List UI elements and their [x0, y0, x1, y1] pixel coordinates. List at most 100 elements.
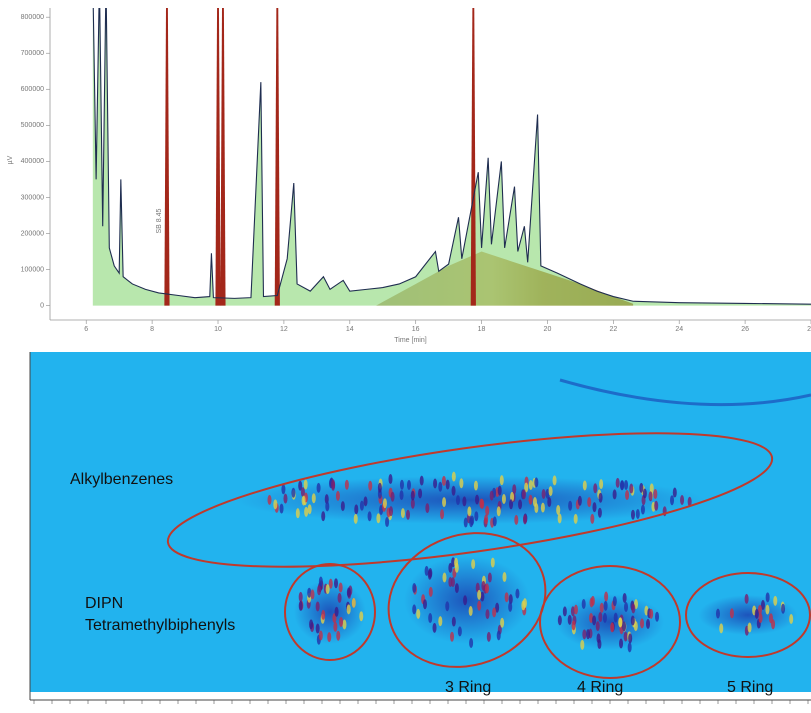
spot — [338, 582, 343, 593]
spot — [333, 621, 338, 632]
spot — [363, 496, 368, 507]
spot — [448, 577, 453, 588]
spot — [309, 619, 314, 630]
spot — [612, 489, 617, 500]
spot — [388, 474, 393, 485]
spot — [499, 475, 504, 486]
spot — [508, 601, 513, 612]
group-label: Tetramethylbiphenyls — [85, 617, 235, 634]
spot — [630, 615, 635, 626]
spot — [283, 493, 288, 504]
spot — [469, 638, 474, 649]
spot — [346, 604, 351, 615]
spot — [581, 599, 586, 610]
spot — [771, 619, 776, 630]
spot — [557, 513, 562, 524]
spot — [599, 479, 604, 490]
group-label: 3 Ring — [445, 679, 491, 696]
spot — [463, 595, 468, 606]
spot — [307, 504, 312, 515]
spot — [325, 501, 330, 512]
highlight-peak — [274, 8, 280, 306]
spot — [599, 602, 604, 613]
spot — [469, 517, 474, 528]
x-tick-label: 12 — [280, 326, 288, 333]
spot — [318, 630, 323, 641]
spot — [450, 631, 455, 642]
y-tick-label: 500000 — [21, 122, 44, 129]
spot — [399, 479, 404, 490]
spot — [765, 604, 770, 615]
x-tick-label: 26 — [741, 326, 749, 333]
spot — [445, 601, 450, 612]
spot — [334, 578, 339, 589]
spot — [399, 490, 404, 501]
spot — [573, 513, 578, 524]
spot — [619, 480, 624, 491]
spot — [311, 493, 316, 504]
spot — [582, 629, 587, 640]
spot — [315, 623, 320, 634]
group-label: 5 Ring — [727, 679, 773, 696]
spot — [589, 597, 594, 608]
spot — [317, 585, 322, 596]
spot — [618, 617, 623, 628]
x-tick-label: 20 — [544, 326, 552, 333]
group-label: Alkylbenzenes — [70, 471, 173, 488]
spot — [301, 495, 306, 506]
spot — [463, 517, 468, 528]
y-tick-label: 800000 — [21, 14, 44, 21]
spot — [440, 509, 445, 520]
spot — [541, 489, 546, 500]
spot — [336, 630, 341, 641]
spot — [353, 513, 358, 524]
spot — [281, 484, 286, 495]
x-axis-label: Time [min] — [394, 337, 426, 344]
spot — [334, 606, 339, 617]
spot — [568, 500, 573, 511]
x-tick-label: 24 — [675, 326, 683, 333]
spot — [504, 592, 509, 603]
group-label: 4 Ring — [577, 679, 623, 696]
spot — [448, 562, 453, 573]
cloud — [236, 476, 704, 524]
spot — [592, 502, 597, 513]
spot — [719, 623, 724, 634]
spot — [454, 583, 459, 594]
spot — [351, 597, 356, 608]
x-tick-label: 18 — [478, 326, 486, 333]
spot — [490, 557, 495, 568]
spot — [552, 475, 557, 486]
spot — [474, 511, 479, 522]
spot — [400, 508, 405, 519]
spot — [528, 479, 533, 490]
spot — [495, 602, 500, 613]
group-outline — [166, 432, 774, 568]
spot — [496, 506, 501, 517]
spot — [496, 630, 501, 641]
spot — [773, 595, 778, 606]
spot — [442, 572, 447, 583]
spot — [406, 479, 411, 490]
spot — [427, 569, 432, 580]
highlight-peak — [215, 8, 221, 306]
spot — [315, 601, 320, 612]
spot — [631, 603, 636, 614]
spot — [627, 642, 632, 653]
spot — [612, 596, 617, 607]
spot — [321, 511, 326, 522]
spot — [640, 618, 645, 629]
spot — [729, 608, 734, 619]
spot — [335, 490, 340, 501]
spot — [442, 497, 447, 508]
spot — [571, 620, 576, 631]
spot — [475, 494, 480, 505]
highlight-peak — [470, 8, 476, 306]
chromatogram: 0 100000 200000 300000 400000 500000 600000 700… — [7, 8, 811, 344]
spot — [610, 622, 615, 633]
spot — [367, 511, 372, 522]
spot — [604, 591, 609, 602]
y-tick-label: 300000 — [21, 194, 44, 201]
spot — [425, 503, 430, 514]
x-tick-label: 8 — [150, 326, 154, 333]
